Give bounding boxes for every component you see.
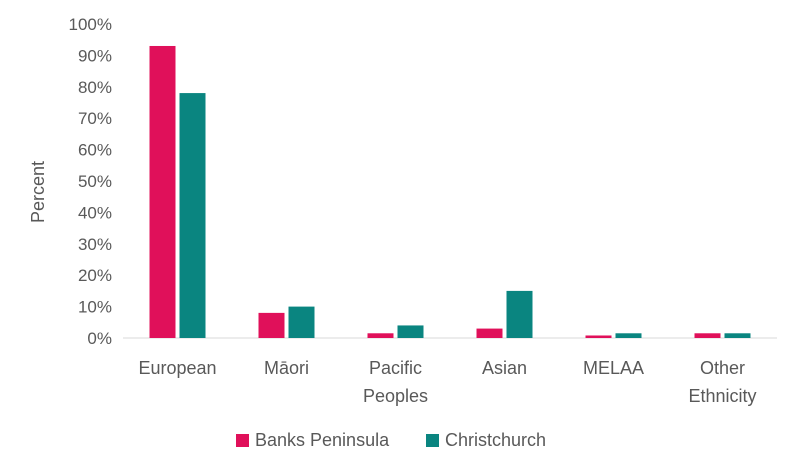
category-labels: European Māori Pacific Peoples Asian MELAA Oth… [138, 358, 756, 406]
y-tick-label: 90% [78, 46, 112, 65]
y-tick-label: 80% [78, 78, 112, 97]
x-category-label: Pacific Peoples [363, 358, 428, 406]
legend: Banks Peninsula Christchurch [236, 430, 546, 450]
legend-label: Banks Peninsula [255, 430, 390, 450]
y-tick-label: 10% [78, 298, 112, 317]
legend-swatch [236, 434, 249, 447]
bar-christchurch [724, 333, 751, 338]
bar-christchurch [288, 306, 315, 338]
bar-banks-peninsula [476, 328, 503, 338]
x-category-label: European [138, 358, 216, 378]
x-category-label: Asian [482, 358, 527, 378]
bar-christchurch [397, 325, 424, 338]
legend-label: Christchurch [445, 430, 546, 450]
y-tick-label: 0% [87, 329, 112, 348]
x-category-label: Other Ethnicity [688, 358, 756, 406]
y-tick-label: 50% [78, 172, 112, 191]
bar-banks-peninsula [258, 312, 285, 338]
bar-banks-peninsula [585, 335, 612, 338]
bar-christchurch [615, 333, 642, 338]
x-category-label: MELAA [583, 358, 644, 378]
legend-swatch [426, 434, 439, 447]
y-axis-title: Percent [28, 161, 48, 223]
bar-christchurch [506, 290, 533, 338]
bar-banks-peninsula [694, 333, 721, 338]
y-axis-ticks: 0% 10% 20% 30% 40% 50% 60% 70% 80% 90% 100% [69, 15, 112, 348]
y-tick-label: 100% [69, 15, 112, 34]
y-tick-label: 40% [78, 203, 112, 222]
y-tick-label: 20% [78, 266, 112, 285]
y-tick-label: 70% [78, 109, 112, 128]
bar-banks-peninsula [367, 333, 394, 338]
bar-christchurch [179, 93, 206, 338]
y-tick-label: 30% [78, 235, 112, 254]
y-tick-label: 60% [78, 141, 112, 160]
x-category-label: Māori [264, 358, 309, 378]
bar-banks-peninsula [149, 45, 176, 338]
bars [149, 45, 751, 338]
